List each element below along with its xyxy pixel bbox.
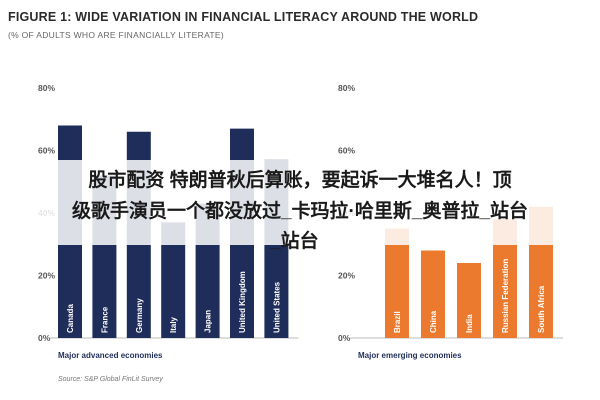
- emerging-category-label: China: [429, 310, 438, 333]
- emerging-bar-india: [457, 263, 481, 338]
- headline-overlay-line-1: 股市配资 特朗普秋后算账，要起诉一大堆名人！顶: [88, 170, 512, 191]
- chart-title: FIGURE 1: WIDE VARIATION IN FINANCIAL LI…: [8, 10, 479, 24]
- advanced-category-label: Japan: [204, 310, 213, 333]
- advanced-ytick-label: 80%: [38, 83, 55, 93]
- emerging-group-label: Major emerging economies: [358, 351, 462, 360]
- advanced-category-label: United States: [272, 281, 281, 333]
- advanced-ytick-label: 60%: [38, 146, 55, 156]
- headline-overlay-line-2: 级歌手演员一个都没放过_卡玛拉·哈里斯_奥普拉_站台: [71, 201, 529, 222]
- emerging-category-label: South Africa: [537, 285, 546, 333]
- emerging-ytick-label: 80%: [338, 83, 355, 93]
- emerging-category-label: India: [465, 314, 474, 333]
- emerging-bar-china: [421, 250, 445, 338]
- emerging-ytick-label: 60%: [338, 146, 355, 156]
- advanced-ytick-label: 20%: [38, 271, 55, 281]
- source-note: Source: S&P Global FinLit Survey: [58, 376, 163, 383]
- advanced-category-label: Italy: [169, 316, 178, 333]
- advanced-ytick-label: 0%: [38, 333, 51, 343]
- emerging-ytick-label: 0%: [338, 333, 351, 343]
- advanced-category-label: France: [100, 306, 109, 333]
- emerging-ytick-label: 20%: [338, 271, 355, 281]
- advanced-group-label: Major advanced economies: [58, 351, 163, 360]
- chart-subtitle: (% OF ADULTS WHO ARE FINANCIALLY LITERAT…: [8, 30, 225, 40]
- advanced-category-label: Canada: [66, 304, 75, 333]
- emerging-category-label: Brazil: [393, 311, 402, 333]
- advanced-category-label: United Kingdom: [238, 271, 247, 333]
- headline-overlay-backdrop: [0, 160, 600, 245]
- advanced-category-label: Germany: [135, 298, 144, 333]
- headline-overlay-line-3: _站台: [270, 231, 319, 252]
- emerging-category-label: Russian Federation: [501, 259, 510, 333]
- emerging-bar-brazil: [385, 228, 409, 338]
